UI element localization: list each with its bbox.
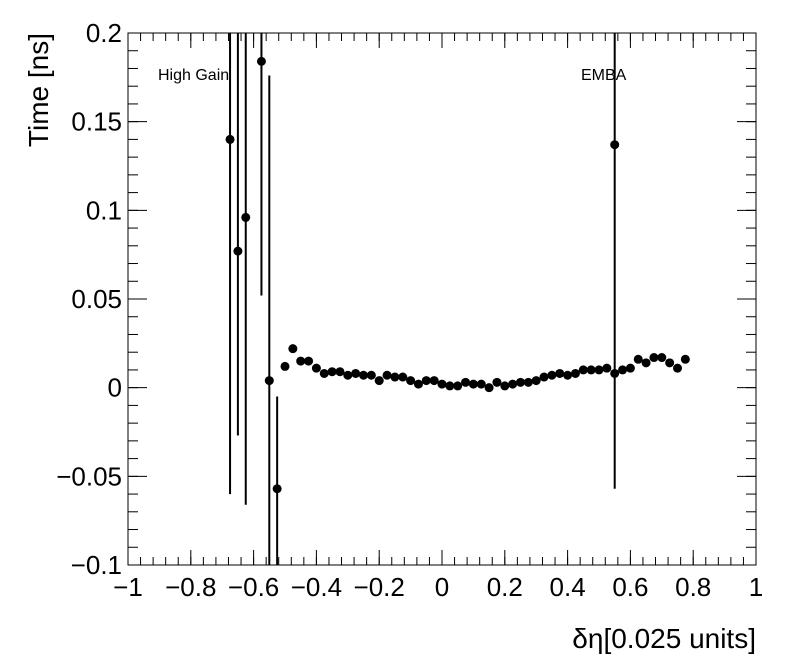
x-tick-label: 1 <box>749 572 763 602</box>
data-point <box>594 365 604 375</box>
data-point <box>602 363 612 373</box>
data-point <box>641 358 651 368</box>
data-point <box>523 377 533 387</box>
plot-frame <box>127 32 757 566</box>
data-point <box>241 212 251 222</box>
data-point <box>445 381 455 391</box>
y-tick-label: −0.1 <box>71 550 122 580</box>
data-point <box>256 56 266 66</box>
data-point <box>421 376 431 386</box>
plot-frame-rect <box>127 32 757 566</box>
data-point <box>570 368 580 378</box>
y-tick-label: 0.1 <box>86 195 122 225</box>
data-point <box>288 344 298 354</box>
tick-labels: −1 −0.8 −0.6 −0.4 −0.2 0 0.2 0.4 0.6 0.8 1 −0.1 −0.0… <box>56 18 763 602</box>
data-point <box>406 376 416 386</box>
error-bars <box>229 33 616 565</box>
data-point <box>382 370 392 380</box>
data-points <box>225 56 690 494</box>
data-point <box>673 363 682 373</box>
data-point <box>390 372 400 382</box>
y-tick-label: 0 <box>108 373 122 403</box>
data-point <box>476 379 486 389</box>
data-point <box>563 370 573 380</box>
data-point <box>492 377 502 387</box>
annotation-high-gain: High Gain <box>158 67 229 84</box>
x-tick-label: 0 <box>435 572 449 602</box>
data-point <box>225 134 235 144</box>
data-point <box>649 353 659 363</box>
data-point <box>311 363 321 373</box>
x-tick-label: 0.8 <box>675 572 711 602</box>
data-point <box>633 354 643 364</box>
data-point <box>547 370 557 380</box>
x-tick-label: 0.2 <box>487 572 523 602</box>
x-axis-label: δη[0.025 units] <box>572 623 756 654</box>
data-point <box>296 356 306 366</box>
data-point <box>468 379 478 389</box>
data-point <box>461 377 471 387</box>
data-point <box>586 365 596 375</box>
data-point <box>625 363 635 373</box>
data-point <box>539 372 549 382</box>
x-tick-label: −0.2 <box>354 572 405 602</box>
data-point <box>272 484 282 494</box>
y-axis-label: Time [ns] <box>23 33 54 147</box>
data-point <box>366 370 376 380</box>
data-point <box>665 358 675 368</box>
data-point <box>680 354 690 364</box>
data-point <box>374 376 384 386</box>
data-point <box>413 379 423 389</box>
x-tick-label: −0.4 <box>291 572 342 602</box>
data-point <box>531 376 541 386</box>
data-point <box>610 140 620 150</box>
data-point <box>343 370 353 380</box>
data-point <box>351 368 361 378</box>
data-point <box>555 368 565 378</box>
x-tick-label: 0.4 <box>550 572 586 602</box>
data-point <box>264 376 274 386</box>
data-point <box>508 379 518 389</box>
data-point <box>398 372 408 382</box>
x-tick-label: 0.6 <box>612 572 648 602</box>
data-point <box>618 365 628 375</box>
x-tick-label: −0.8 <box>165 572 216 602</box>
data-point <box>500 381 510 391</box>
x-tick-label: −0.6 <box>228 572 279 602</box>
data-point <box>304 356 314 366</box>
data-point <box>516 377 525 387</box>
data-point <box>657 353 667 363</box>
y-tick-label: 0.15 <box>71 107 122 137</box>
data-point <box>335 367 345 377</box>
annotation-emba: EMBA <box>581 67 627 84</box>
data-point <box>319 368 329 378</box>
data-point <box>453 381 463 391</box>
data-point <box>233 246 243 256</box>
data-point <box>610 368 620 378</box>
y-tick-label: 0.05 <box>71 284 122 314</box>
axis-ticks <box>127 32 757 566</box>
x-tick-label: −1 <box>113 572 143 602</box>
data-point <box>484 383 494 393</box>
y-tick-label: −0.05 <box>56 461 122 491</box>
data-point <box>280 361 290 371</box>
data-point <box>327 367 337 377</box>
data-point <box>429 376 439 386</box>
y-tick-label: 0.2 <box>86 18 122 48</box>
data-point <box>437 379 447 389</box>
data-point <box>359 370 368 380</box>
data-point <box>578 365 588 375</box>
